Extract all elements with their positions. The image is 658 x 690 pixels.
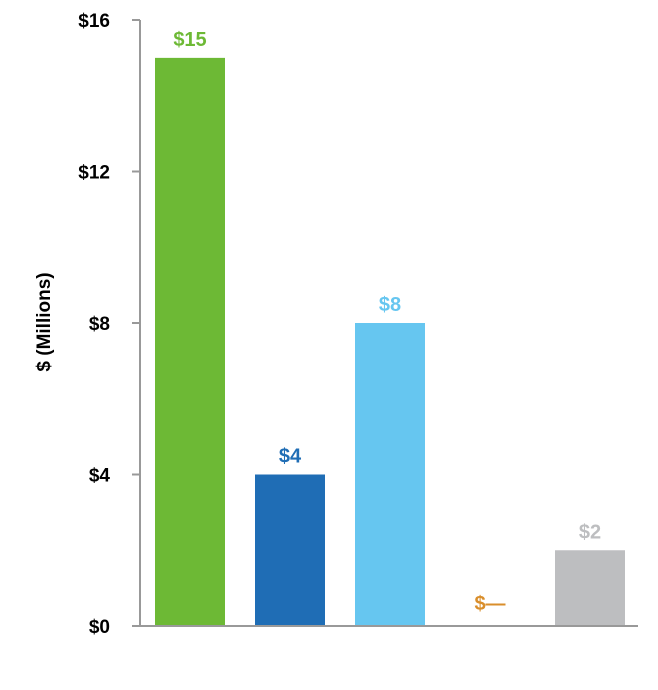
y-tick-label: $4 (89, 466, 111, 487)
bar (355, 323, 425, 626)
y-tick-label: $16 (78, 11, 110, 32)
y-tick-label: $8 (89, 314, 110, 335)
bar-value-label: $4 (279, 446, 302, 468)
bar (255, 474, 325, 626)
data-labels: $15 $4 $8 $— $2 (173, 29, 601, 615)
y-tick-label: $12 (78, 163, 110, 184)
bar (155, 57, 225, 626)
bar (555, 550, 625, 626)
y-tick-label: $0 (89, 617, 110, 638)
bar-value-label: $15 (173, 29, 206, 51)
bar-value-label: $— (474, 593, 505, 615)
y-axis-ticks: $0 $4 $8 $12 $16 (78, 11, 140, 638)
y-axis-label: $ (Millions) (34, 272, 55, 371)
bars (155, 57, 625, 626)
bar-value-label: $8 (379, 294, 401, 316)
bar-value-label: $2 (579, 521, 601, 543)
